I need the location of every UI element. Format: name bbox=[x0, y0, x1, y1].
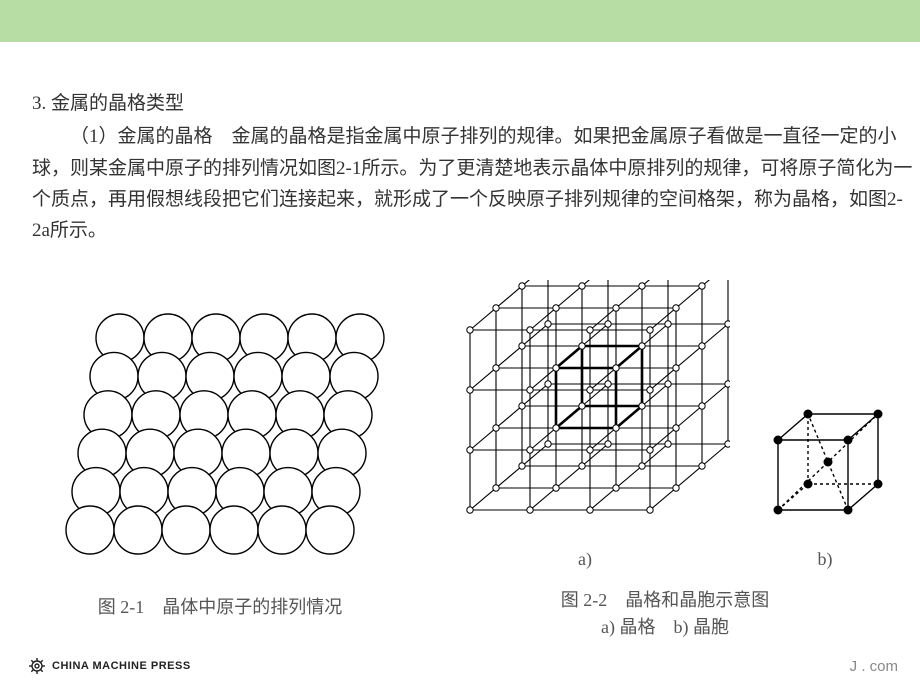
figure-2-1: 图 2-1 晶体中原子的排列情况 bbox=[40, 280, 400, 641]
figure-2-2-caption-l1: 图 2-2 晶格和晶胞示意图 bbox=[561, 590, 770, 610]
figures-row: 图 2-1 晶体中原子的排列情况 a) b) 图 2-2 晶格和晶胞示意图 a)… bbox=[40, 280, 900, 641]
atoms-packing-diagram bbox=[40, 280, 400, 580]
footer-right-text: J . com bbox=[850, 658, 898, 675]
lattice-diagram bbox=[440, 280, 730, 540]
paragraph-1: （1）金属的晶格 金属的晶格是指金属中原子排列的规律。如果把金属原子看做是一直径… bbox=[32, 121, 920, 246]
figure-2-2-caption: 图 2-2 晶格和晶胞示意图 a) 晶格 b) 晶胞 bbox=[561, 587, 770, 641]
figure-2-2-caption-l2: a) 晶格 b) 晶胞 bbox=[601, 617, 729, 637]
header-bar bbox=[0, 0, 920, 42]
publisher-name: CHINA MACHINE PRESS bbox=[52, 660, 191, 672]
gear-icon bbox=[28, 657, 46, 675]
unit-cell-diagram bbox=[760, 390, 890, 540]
body-text: 3. 金属的晶格类型 （1）金属的晶格 金属的晶格是指金属中原子排列的规律。如果… bbox=[32, 88, 920, 247]
figure-2-2a-label: a) bbox=[578, 546, 592, 573]
publisher-logo: CHINA MACHINE PRESS bbox=[28, 657, 191, 675]
figure-2-2b-label: b) bbox=[818, 546, 833, 573]
section-heading: 3. 金属的晶格类型 bbox=[32, 88, 920, 119]
figure-2-2: a) b) 图 2-2 晶格和晶胞示意图 a) 晶格 b) 晶胞 bbox=[440, 280, 890, 641]
figure-2-1-caption: 图 2-1 晶体中原子的排列情况 bbox=[98, 594, 343, 621]
